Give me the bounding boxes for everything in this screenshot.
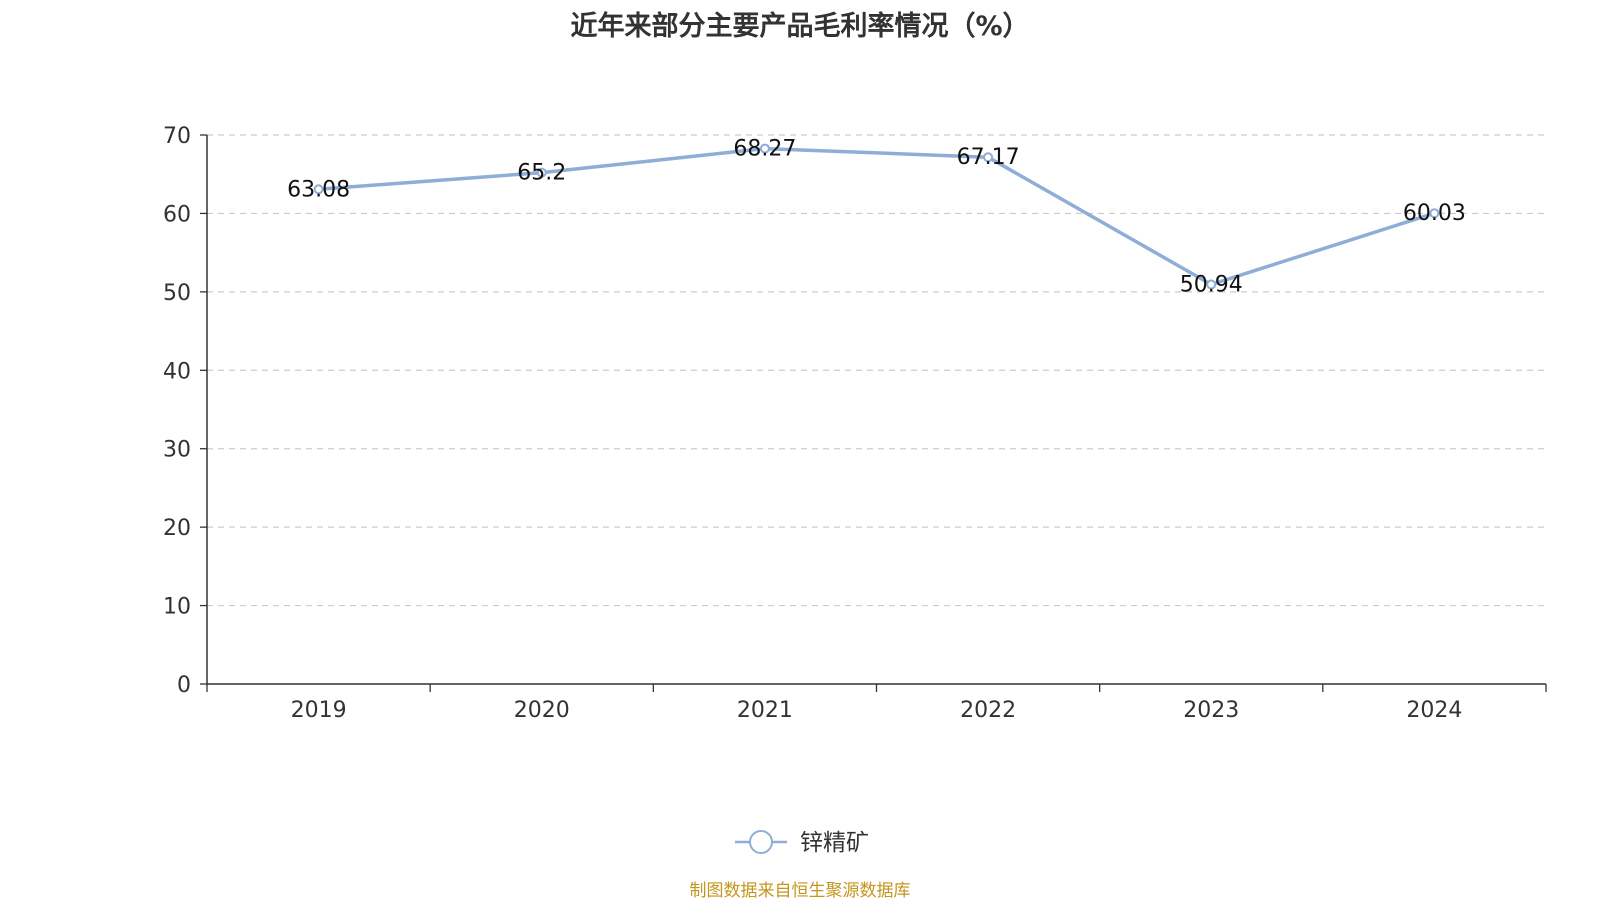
- data-label-2022: 67.17: [957, 145, 1020, 170]
- y-tick-label-60: 60: [163, 202, 191, 227]
- y-tick-label-50: 50: [163, 281, 191, 306]
- y-tick-label-0: 0: [177, 673, 191, 698]
- x-tick-label-2024: 2024: [1406, 698, 1462, 723]
- data-point-2019[interactable]: [313, 184, 324, 195]
- y-tick-label-40: 40: [163, 359, 191, 384]
- legend-label[interactable]: 锌精矿: [800, 830, 869, 856]
- data-label-2023: 50.94: [1180, 272, 1243, 297]
- data-point-2023[interactable]: [1206, 279, 1217, 290]
- series-zinc-concentrate: [313, 143, 1440, 290]
- y-tick-label-30: 30: [163, 438, 191, 463]
- x-tick-label-2021: 2021: [737, 698, 793, 723]
- data-point-2024[interactable]: [1429, 208, 1440, 219]
- data-point-2020[interactable]: [536, 167, 547, 178]
- x-tick-label-2020: 2020: [514, 698, 570, 723]
- data-point-2022[interactable]: [983, 152, 994, 163]
- x-tick-label-2019: 2019: [291, 698, 347, 723]
- data-source-note: 制图数据来自恒生聚源数据库: [689, 881, 911, 901]
- y-tick-label-10: 10: [163, 595, 191, 620]
- data-label-2024: 60.03: [1403, 201, 1466, 226]
- legend[interactable]: 锌精矿: [735, 830, 869, 856]
- y-tick-label-70: 70: [163, 124, 191, 149]
- legend-marker-swatch[interactable]: [749, 830, 773, 854]
- data-labels: 63.08 65.2 68.27 67.17 50.94 60.03: [287, 137, 1466, 298]
- data-label-2020: 65.2: [517, 161, 566, 186]
- data-label-2019: 63.08: [287, 177, 350, 202]
- axes: 0 10 20 30 40 50 60 70 2019 2020 2021 2022 2023 2024: [163, 124, 1547, 723]
- series-line: [318, 146, 1435, 287]
- x-tick-label-2022: 2022: [960, 698, 1016, 723]
- y-tick-label-20: 20: [163, 516, 191, 541]
- data-point-2021[interactable]: [759, 143, 770, 154]
- data-label-2021: 68.27: [733, 137, 796, 162]
- x-tick-label-2023: 2023: [1183, 698, 1239, 723]
- gridlines: [207, 134, 1546, 607]
- chart-title: 近年来部分主要产品毛利率情况（%）: [570, 11, 1030, 42]
